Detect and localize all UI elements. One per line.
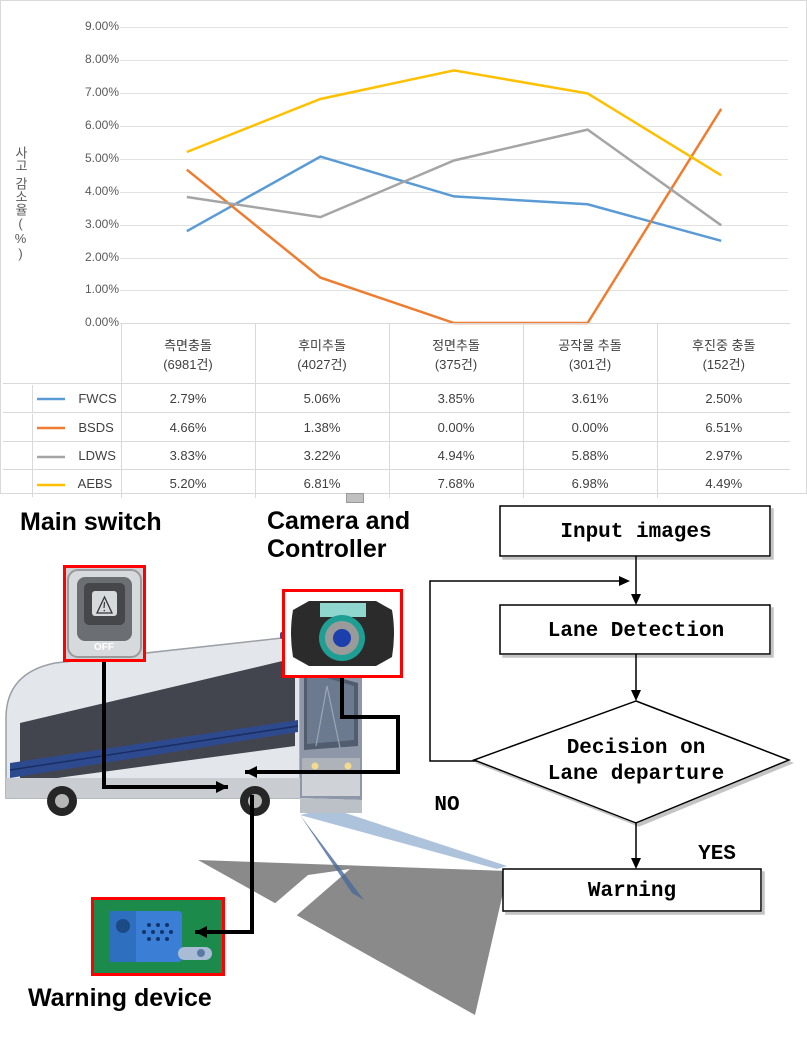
- svg-text:Warning: Warning: [588, 880, 676, 903]
- svg-text:Input images: Input images: [560, 521, 711, 544]
- svg-text:YES: YES: [698, 843, 736, 866]
- svg-text:Decision on: Decision on: [567, 737, 706, 760]
- svg-text:Lane departure: Lane departure: [548, 763, 724, 786]
- svg-text:NO: NO: [434, 794, 459, 817]
- svg-text:Lane Detection: Lane Detection: [548, 620, 724, 643]
